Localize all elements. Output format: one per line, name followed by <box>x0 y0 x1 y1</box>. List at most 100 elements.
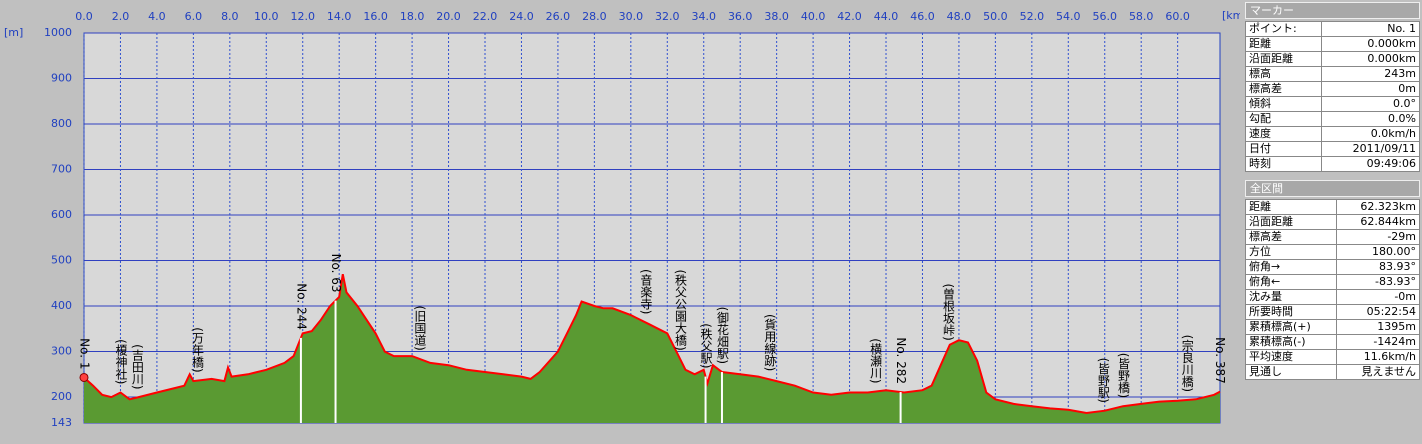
x-tick-label: 38.0 <box>764 10 789 23</box>
marker-table: ポイント: No. 1 距離 0.000km 沿面距離 0.000km 標高 243m 標高差 0… <box>1244 21 1420 172</box>
marker-label: (御花畑駅) <box>715 307 729 364</box>
marker-label: No. 244 <box>294 283 308 330</box>
info-row: 傾斜 0.0° <box>1244 96 1420 112</box>
info-row: 沿面距離 0.000km <box>1244 51 1420 67</box>
info-value: 180.00° <box>1336 244 1420 260</box>
x-tick-label: 26.0 <box>546 10 571 23</box>
info-value: 05:22:54 <box>1336 304 1420 320</box>
marker-label: No. 63 <box>329 254 343 293</box>
info-value: 11.6km/h <box>1336 349 1420 365</box>
x-tick-label: 54.0 <box>1056 10 1081 23</box>
info-row: 俯角← -83.93° <box>1244 274 1420 290</box>
x-tick-label: 6.0 <box>185 10 203 23</box>
info-panel: マーカー ポイント: No. 1 距離 0.000km 沿面距離 0.000km 標高 243… <box>1244 0 1420 380</box>
marker-label: (貨用線跡) <box>763 314 777 371</box>
info-value: 1395m <box>1336 319 1420 335</box>
info-key: 俯角→ <box>1244 259 1338 275</box>
x-tick-label: 20.0 <box>436 10 461 23</box>
x-tick-label: 0.0 <box>75 10 93 23</box>
x-tick-label: 8.0 <box>221 10 239 23</box>
x-tick-label: 22.0 <box>473 10 498 23</box>
y-tick-label: 700 <box>51 163 72 176</box>
marker-label: (宗良川橋) <box>1180 335 1194 392</box>
elevation-line <box>83 274 1221 415</box>
marker-label: (音楽寺) <box>639 269 653 314</box>
marker-label: (旧国道) <box>413 305 427 350</box>
info-row: 日付 2011/09/11 <box>1244 141 1420 157</box>
info-row: ポイント: No. 1 <box>1244 21 1420 37</box>
marker-label: No. 282 <box>894 337 908 384</box>
marker-label: (曽根坂峠) <box>941 283 955 340</box>
info-key: 標高差 <box>1244 81 1323 97</box>
y-tick-label: 400 <box>51 299 72 312</box>
info-value: 0m <box>1321 81 1420 97</box>
info-key: 方位 <box>1244 244 1338 260</box>
marker-label: (秩父公園大橋) <box>674 269 688 350</box>
x-tick-label: 14.0 <box>327 10 352 23</box>
x-tick-label: 48.0 <box>947 10 972 23</box>
info-value: -0m <box>1336 289 1420 305</box>
info-key: 標高 <box>1244 66 1323 82</box>
current-marker <box>79 372 89 382</box>
info-row: 距離 62.323km <box>1244 199 1420 215</box>
info-row: 俯角→ 83.93° <box>1244 259 1420 275</box>
info-key: 所要時間 <box>1244 304 1338 320</box>
x-tick-label: 2.0 <box>112 10 130 23</box>
x-tick-label: 16.0 <box>363 10 388 23</box>
info-key: 見通し <box>1244 364 1338 380</box>
info-row: 距離 0.000km <box>1244 36 1420 52</box>
info-row: 累積標高(+) 1395m <box>1244 319 1420 335</box>
marker-label: No. 387 <box>1213 337 1227 384</box>
marker-label: (皆野橋) <box>1116 353 1130 398</box>
info-row: 速度 0.0km/h <box>1244 126 1420 142</box>
info-key: 標高差 <box>1244 229 1338 245</box>
y-tick-label: 500 <box>51 254 72 267</box>
info-key: 距離 <box>1244 36 1323 52</box>
info-row: 標高 243m <box>1244 66 1420 82</box>
info-row: 累積標高(-) -1424m <box>1244 334 1420 350</box>
y-tick-label: 143 <box>51 416 72 429</box>
info-row: 所要時間 05:22:54 <box>1244 304 1420 320</box>
y-tick-label: 1000 <box>44 26 72 39</box>
x-tick-label: 24.0 <box>509 10 534 23</box>
info-key: 距離 <box>1244 199 1338 215</box>
y-tick-label: 900 <box>51 72 72 85</box>
x-tick-label: 32.0 <box>655 10 680 23</box>
info-key: 日付 <box>1244 141 1323 157</box>
x-tick-label: 12.0 <box>290 10 315 23</box>
info-row: 沿面距離 62.844km <box>1244 214 1420 230</box>
x-tick-label: 44.0 <box>874 10 899 23</box>
x-tick-label: 28.0 <box>582 10 607 23</box>
info-value: -83.93° <box>1336 274 1420 290</box>
info-row: 標高差 -29m <box>1244 229 1420 245</box>
info-key: 沿面距離 <box>1244 214 1338 230</box>
info-key: 累積標高(+) <box>1244 319 1338 335</box>
info-value: 243m <box>1321 66 1420 82</box>
info-value: -29m <box>1336 229 1420 245</box>
info-row: 標高差 0m <box>1244 81 1420 97</box>
info-value: 0.0km/h <box>1321 126 1420 142</box>
info-key: 速度 <box>1244 126 1323 142</box>
info-value: 0.0% <box>1321 111 1420 127</box>
y-tick-label: 600 <box>51 208 72 221</box>
marker-label: (横瀬川) <box>869 338 883 383</box>
info-value: 09:49:06 <box>1321 156 1420 172</box>
panel-header: マーカー <box>1245 2 1420 19</box>
x-tick-label: 36.0 <box>728 10 753 23</box>
info-key: 沈み量 <box>1244 289 1338 305</box>
info-value: 0.0° <box>1321 96 1420 112</box>
x-tick-label: 34.0 <box>691 10 716 23</box>
info-key: 勾配 <box>1244 111 1323 127</box>
marker-label: (万年橋) <box>191 327 205 372</box>
info-key: 時刻 <box>1244 156 1323 172</box>
info-value: 83.93° <box>1336 259 1420 275</box>
x-tick-label: 50.0 <box>983 10 1008 23</box>
info-key: 俯角← <box>1244 274 1338 290</box>
info-value: 0.000km <box>1321 36 1420 52</box>
info-key: 沿面距離 <box>1244 51 1323 67</box>
x-tick-label: 56.0 <box>1092 10 1117 23</box>
info-row: 方位 180.00° <box>1244 244 1420 260</box>
x-tick-label: 18.0 <box>400 10 425 23</box>
y-unit: [m] <box>4 26 23 39</box>
